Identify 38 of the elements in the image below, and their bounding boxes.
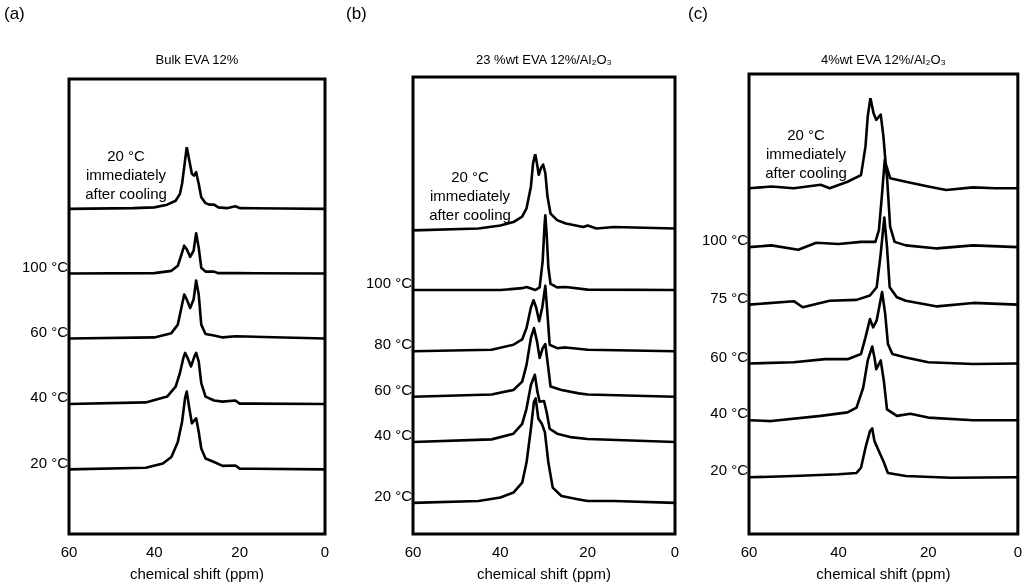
series-label: 20 °C — [30, 453, 69, 471]
x-tick-label: 40 — [491, 543, 509, 561]
x-axis-title: chemical shift (ppm) — [129, 565, 265, 583]
series-label: 100 °C — [21, 257, 69, 275]
chart-title: 4%wt EVA 12%/Al₂O₃ — [820, 52, 946, 67]
x-tick-label: 40 — [830, 543, 847, 561]
series-label: 40 °C — [710, 404, 749, 422]
series-label: 20 °C — [374, 486, 413, 504]
text: (b) — [346, 4, 367, 24]
series-label: 20 °C — [710, 461, 749, 479]
chart-title: 23 %wt EVA 12%/Al₂O₃ — [476, 52, 612, 67]
series-label: 60 °C — [374, 380, 413, 398]
series-label: 40 °C — [374, 426, 413, 444]
series-label: 20 °C immediately after cooling — [765, 126, 847, 182]
x-tick-label: 20 — [919, 543, 937, 561]
x-tick-label: 60 — [60, 543, 78, 561]
x-axis-title: chemical shift (ppm) — [476, 565, 612, 583]
x-tick-label: 60 — [404, 543, 422, 561]
text: (a) — [4, 4, 25, 24]
series-label: 100 °C — [365, 274, 413, 292]
chart-title: Bulk EVA 12% — [155, 52, 239, 67]
series-label: 75 °C — [710, 288, 749, 306]
x-tick-label: 0 — [320, 543, 330, 561]
series-label: 80 °C — [374, 335, 413, 353]
series-label: 20 °C immediately after cooling — [429, 168, 511, 224]
series-label: 20 °C immediately after cooling — [85, 146, 167, 202]
text: (c) — [688, 4, 708, 24]
x-tick-label: 40 — [145, 543, 163, 561]
x-tick-label: 20 — [579, 543, 597, 561]
series-label: 60 °C — [30, 322, 69, 340]
series-label: 60 °C — [710, 347, 749, 365]
series-label: 100 °C — [701, 231, 749, 249]
x-tick-label: 0 — [670, 543, 680, 561]
x-tick-label: 60 — [740, 543, 758, 561]
x-tick-label: 0 — [1013, 543, 1022, 561]
x-axis-title: chemical shift (ppm) — [816, 565, 951, 583]
series-label: 40 °C — [30, 388, 69, 406]
x-tick-label: 20 — [231, 543, 249, 561]
